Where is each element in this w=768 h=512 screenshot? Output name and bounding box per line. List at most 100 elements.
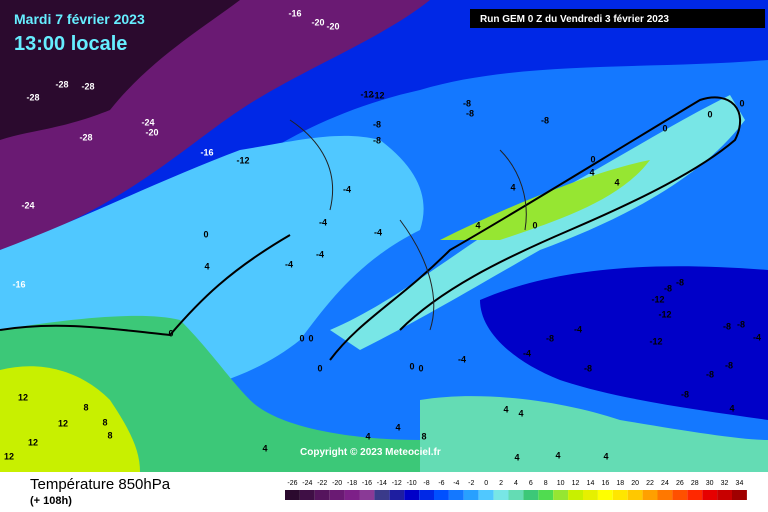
scale-swatch xyxy=(314,490,330,500)
scale-tick-label: 12 xyxy=(572,480,580,487)
contour-label: -12 xyxy=(649,336,662,346)
scale-tick-label: 28 xyxy=(691,480,699,487)
scale-tick-label: 10 xyxy=(557,480,565,487)
contour-label: 4 xyxy=(514,452,519,462)
contour-label: -8 xyxy=(737,319,745,329)
contour-label: -8 xyxy=(706,369,714,379)
scale-tick-label: 2 xyxy=(499,480,503,487)
contour-label: -8 xyxy=(541,115,549,125)
contour-label: -20 xyxy=(145,127,158,137)
contour-label: -8 xyxy=(373,135,381,145)
contour-label: -16 xyxy=(288,8,301,18)
contour-label: 4 xyxy=(262,443,267,453)
contour-label: 8 xyxy=(107,430,112,440)
contour-label: 4 xyxy=(603,451,608,461)
contour-label: 0 xyxy=(532,220,537,230)
contour-label: 12 xyxy=(4,451,14,461)
contour-label: -4 xyxy=(319,217,327,227)
scale-tick-label: -16 xyxy=(362,480,372,487)
scale-tick-label: -14 xyxy=(377,480,387,487)
contour-label: 4 xyxy=(555,450,560,460)
contour-label: -4 xyxy=(374,227,382,237)
contour-label: 0 xyxy=(409,361,414,371)
contour-label: 0 xyxy=(739,98,744,108)
scale-swatch xyxy=(389,490,405,500)
contour-label: 0 xyxy=(317,363,322,373)
scale-tick-label: 30 xyxy=(706,480,714,487)
scale-swatch xyxy=(463,490,479,500)
scale-swatch xyxy=(657,490,673,500)
contour-label: -24 xyxy=(21,200,34,210)
contour-label: -8 xyxy=(681,389,689,399)
contour-label: -28 xyxy=(81,81,94,91)
contour-label: -12 xyxy=(236,155,249,165)
contour-label: -4 xyxy=(523,348,531,358)
scale-swatch xyxy=(597,490,613,500)
contour-label: 12 xyxy=(28,437,38,447)
scale-tick-label: -10 xyxy=(407,480,417,487)
scale-swatch xyxy=(538,490,554,500)
contour-label: -16 xyxy=(12,279,25,289)
contour-label: -20 xyxy=(311,17,324,27)
contour-label: -4 xyxy=(285,259,293,269)
contour-label: -20 xyxy=(326,21,339,31)
contour-label: -28 xyxy=(26,92,39,102)
contour-label: 0 xyxy=(203,229,208,239)
scale-swatch xyxy=(627,490,643,500)
scale-swatch xyxy=(374,490,390,500)
contour-label: -8 xyxy=(664,283,672,293)
contour-label: -8 xyxy=(725,360,733,370)
scale-tick-label: -8 xyxy=(423,480,429,487)
scale-tick-label: 20 xyxy=(631,480,639,487)
scale-swatch xyxy=(404,490,420,500)
scale-swatch xyxy=(568,490,583,500)
date: Mardi 7 février 2023 xyxy=(14,11,145,27)
contour-label: -24 xyxy=(141,117,154,127)
scale-swatch xyxy=(299,490,315,500)
contour-label: 8 xyxy=(83,402,88,412)
map xyxy=(0,0,768,472)
scale-tick-label: 0 xyxy=(484,480,488,487)
contour-label: -8 xyxy=(466,108,474,118)
contour-label: -8 xyxy=(584,363,592,373)
contour-label: 4 xyxy=(475,220,480,230)
run-info: Run GEM 0 Z du Vendredi 3 février 2023 xyxy=(480,14,669,25)
scale-tick-label: -20 xyxy=(332,480,342,487)
scale-tick-label: 16 xyxy=(601,480,609,487)
contour-label: -12 xyxy=(651,294,664,304)
scale-swatch xyxy=(672,490,688,500)
contour-label: 4 xyxy=(204,261,209,271)
contour-label: 12 xyxy=(18,392,28,402)
contour-label: 0 xyxy=(168,328,173,338)
footer-title: Température 850hPa xyxy=(30,476,171,493)
scale-swatch xyxy=(344,490,360,500)
scale-swatch xyxy=(434,490,449,500)
scale-swatch xyxy=(732,490,747,500)
contour-label: 4 xyxy=(510,182,515,192)
scale-swatch xyxy=(642,490,658,500)
contour-label: -8 xyxy=(676,277,684,287)
scale-tick-label: -18 xyxy=(347,480,357,487)
contour-label: -4 xyxy=(316,249,324,259)
scale-tick-label: 4 xyxy=(514,480,518,487)
contour-label: 4 xyxy=(395,422,400,432)
contour-label: 8 xyxy=(421,431,426,441)
scale-swatch xyxy=(478,490,494,500)
scale-swatch xyxy=(687,490,703,500)
contour-label: -28 xyxy=(55,79,68,89)
contour-label: -12 xyxy=(658,309,671,319)
scale-swatch xyxy=(583,490,598,500)
time: 13:00 locale xyxy=(14,33,127,55)
scale-tick-label: -24 xyxy=(302,480,312,487)
contour-label: -12 xyxy=(371,90,384,100)
contour-label: 0 xyxy=(590,154,595,164)
contour-label: -8 xyxy=(463,98,471,108)
scale-swatch xyxy=(702,490,718,500)
scale-swatch xyxy=(493,490,509,500)
scale-swatch xyxy=(359,490,375,500)
scale-tick-label: 18 xyxy=(616,480,624,487)
scale-tick-label: 26 xyxy=(676,480,684,487)
contour-label: 4 xyxy=(518,408,523,418)
scale-tick-label: -4 xyxy=(453,480,459,487)
